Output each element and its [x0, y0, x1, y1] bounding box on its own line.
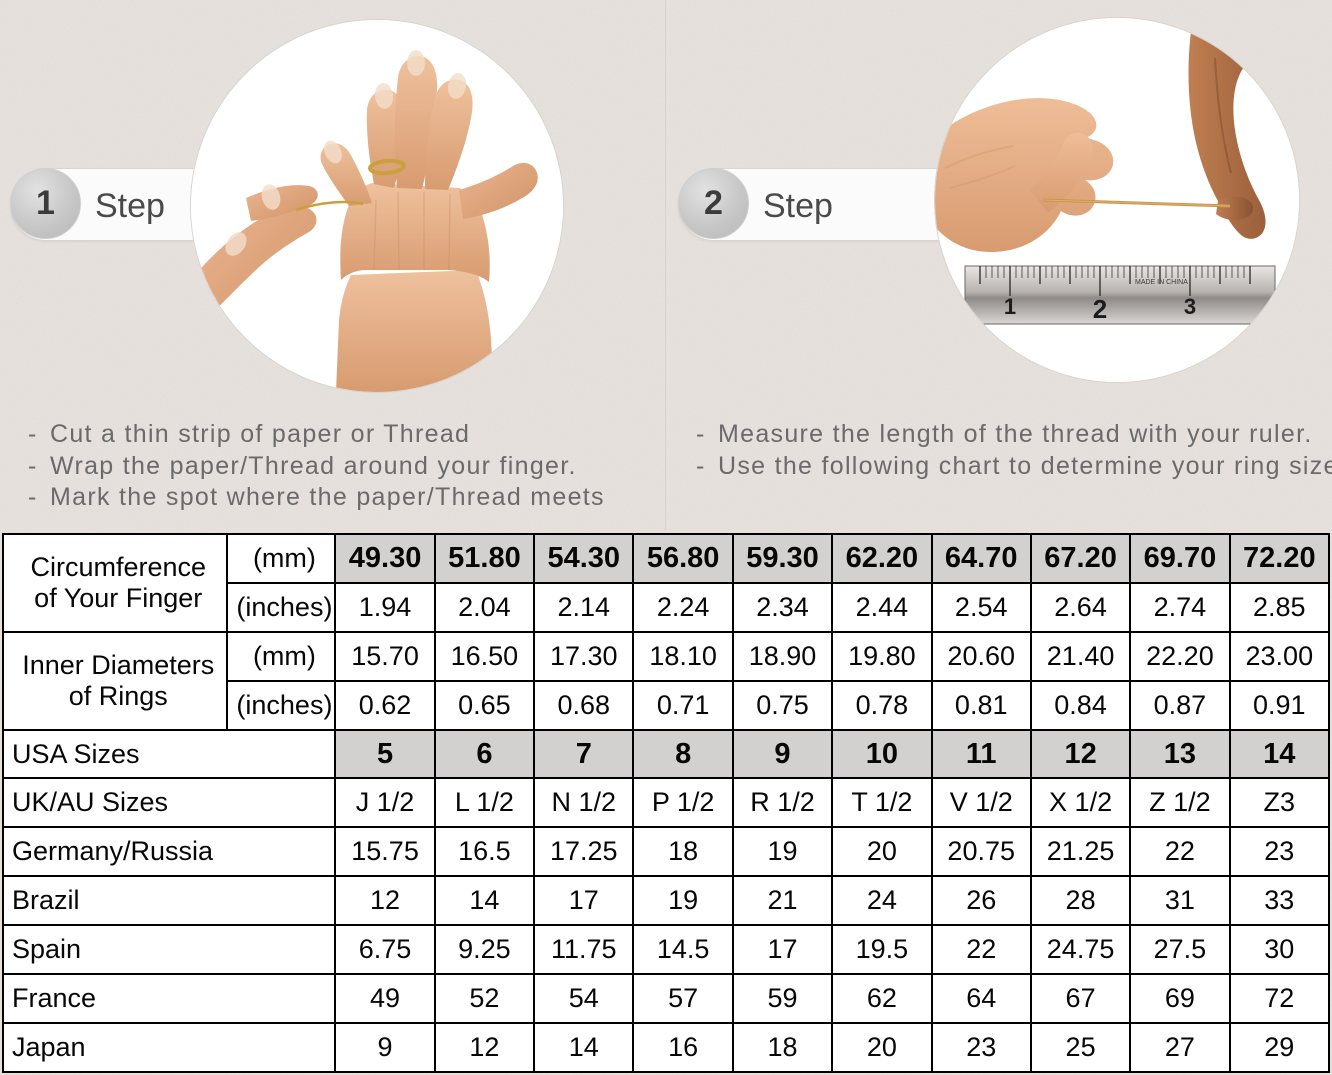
svg-text:1: 1 [1004, 294, 1016, 319]
svg-text:MADE IN CHINA: MADE IN CHINA [1135, 279, 1188, 286]
svg-text:3: 3 [1184, 294, 1196, 319]
svg-text:2: 2 [1093, 294, 1107, 324]
